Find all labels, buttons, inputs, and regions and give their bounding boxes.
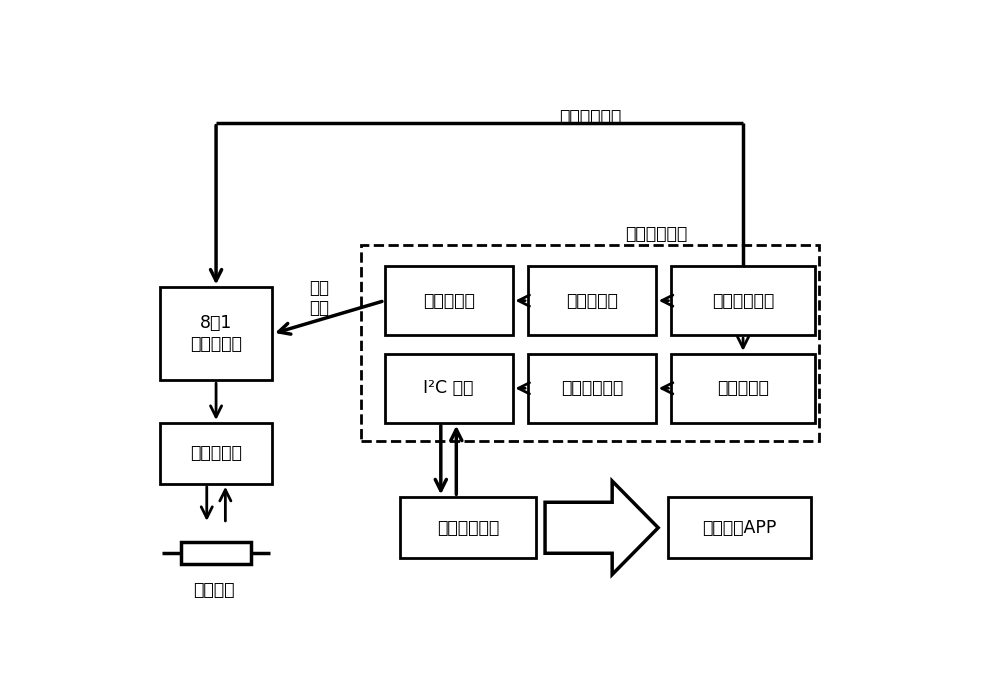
- Text: 模数转换器: 模数转换器: [423, 292, 475, 310]
- Bar: [385, 266, 512, 335]
- Text: I²C 接口: I²C 接口: [423, 380, 474, 397]
- Text: 前端处理电路: 前端处理电路: [712, 292, 774, 310]
- Text: 阻抗测量模块: 阻抗测量模块: [625, 225, 687, 243]
- Bar: [181, 542, 251, 564]
- Bar: [528, 266, 656, 335]
- Text: 8选1
数据选择器: 8选1 数据选择器: [190, 315, 242, 353]
- Bar: [361, 245, 819, 442]
- Bar: [385, 354, 512, 423]
- Bar: [671, 266, 815, 335]
- Text: 模数转换器: 模数转换器: [717, 380, 769, 397]
- Bar: [668, 497, 811, 558]
- Text: 激励
电压: 激励 电压: [309, 279, 329, 317]
- Text: 微处理器模块: 微处理器模块: [437, 519, 499, 537]
- Bar: [160, 423, 272, 484]
- Bar: [528, 354, 656, 423]
- Bar: [400, 497, 536, 558]
- Text: 频率发生器: 频率发生器: [566, 292, 618, 310]
- Bar: [671, 354, 815, 423]
- Text: 信号处理模块: 信号处理模块: [561, 380, 623, 397]
- Text: 微电极模块: 微电极模块: [190, 444, 242, 462]
- Polygon shape: [545, 481, 658, 575]
- Text: 阻抗响应信号: 阻抗响应信号: [559, 108, 621, 126]
- Text: 人机交互APP: 人机交互APP: [702, 519, 776, 537]
- Bar: [160, 287, 272, 380]
- Text: 待测电阻: 待测电阻: [193, 581, 235, 599]
